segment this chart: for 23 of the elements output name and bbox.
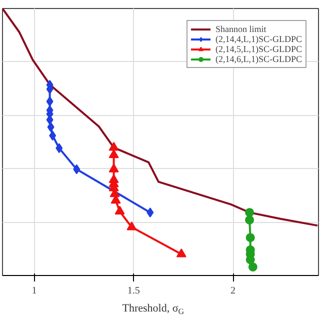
point xyxy=(114,206,125,215)
point xyxy=(46,96,54,106)
point xyxy=(56,143,63,154)
point xyxy=(126,221,137,230)
x-tick-label: 2 xyxy=(230,286,236,296)
x-tick-label: 1.5 xyxy=(127,286,140,296)
legend-label: (2,14,4,L,1)SC-GLDPC xyxy=(215,34,302,44)
legend-label: (2,14,5,L,1)SC-GLDPC xyxy=(215,44,302,54)
point xyxy=(108,149,119,158)
point xyxy=(49,130,56,141)
point xyxy=(248,262,258,272)
point xyxy=(246,233,255,242)
point xyxy=(146,207,154,218)
point xyxy=(245,215,254,224)
legend-label: (2,14,6,L,1)SC-GLDPC xyxy=(215,54,302,64)
point xyxy=(108,142,119,151)
point xyxy=(245,208,254,217)
point xyxy=(73,164,80,174)
point xyxy=(176,248,186,258)
legend-label: Shannon limit xyxy=(215,24,266,34)
point xyxy=(108,164,119,172)
point xyxy=(47,122,54,132)
x-tick-label: 1 xyxy=(32,286,37,296)
